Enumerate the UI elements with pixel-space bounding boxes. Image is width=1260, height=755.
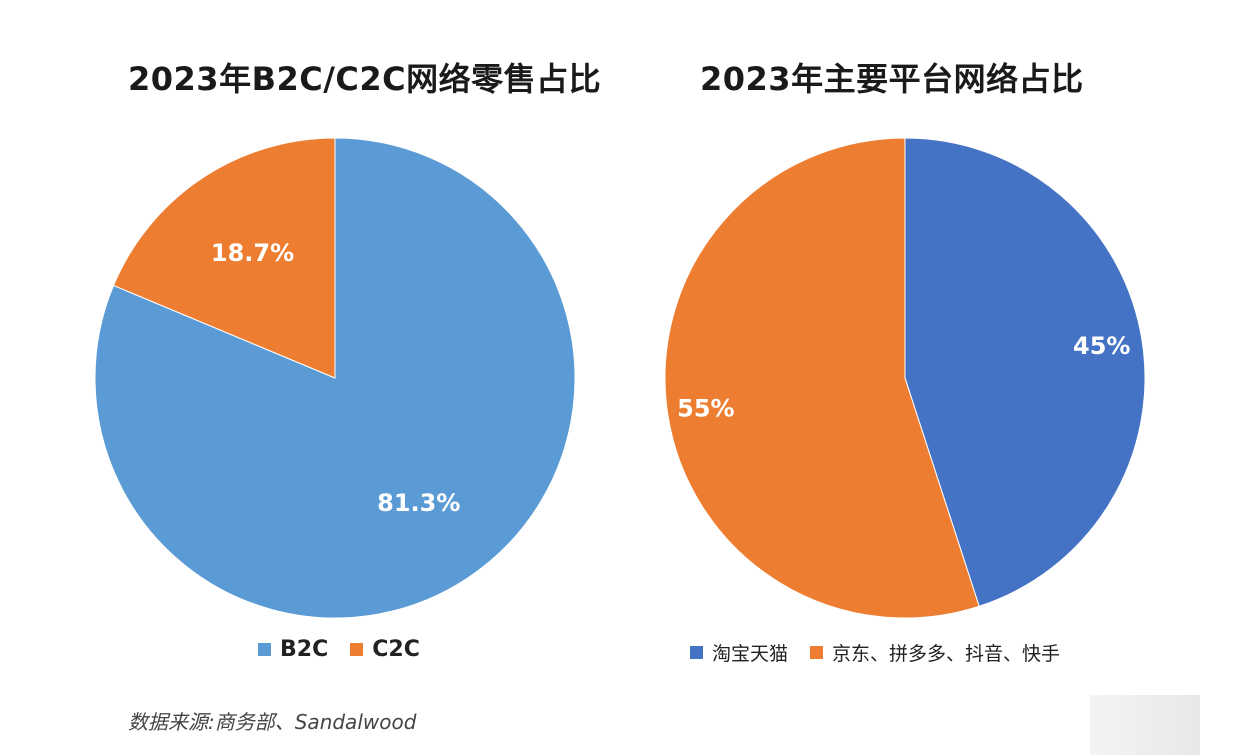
legend-swatch-b2c: [258, 643, 271, 656]
corner-shade: [1090, 695, 1200, 755]
legend-right: 淘宝天猫 京东、拼多多、抖音、快手: [690, 639, 1082, 666]
source-note: 数据来源:商务部、Sandalwood: [128, 710, 417, 734]
pie-chart-left: 81.3% 18.7%: [94, 137, 576, 619]
legend-label-b2c: B2C: [280, 637, 329, 662]
legend-swatch-other-platforms: [810, 646, 824, 659]
slice-label-c2c: 18.7%: [211, 239, 294, 267]
slice-label-b2c: 81.3%: [377, 489, 460, 517]
legend-label-taobao-tmall: 淘宝天猫: [712, 643, 789, 665]
slice-other-platforms: [664, 137, 980, 619]
pie-chart-right: 45% 55%: [664, 137, 1146, 619]
legend-swatch-c2c: [350, 643, 364, 656]
slice-label-other-platforms: 55%: [677, 395, 734, 423]
slice-taobao-tmall: [904, 137, 1146, 607]
legend-swatch-taobao-tmall: [690, 646, 703, 659]
slice-c2c: [112, 137, 336, 379]
slice-label-taobao-tmall: 45%: [1073, 332, 1130, 360]
legend-label-other-platforms: 京东、拼多多、抖音、快手: [832, 643, 1061, 665]
chart-title-left: 2023年B2C/C2C网络零售占比: [128, 60, 602, 98]
legend-item-other-platforms: 京东、拼多多、抖音、快手: [810, 639, 1060, 666]
legend-item-b2c: B2C: [258, 637, 328, 662]
legend-left: B2C C2C: [258, 637, 442, 662]
legend-item-c2c: C2C: [350, 637, 420, 662]
chart-title-right: 2023年主要平台网络占比: [700, 60, 1084, 98]
legend-item-taobao-tmall: 淘宝天猫: [690, 639, 788, 666]
legend-label-c2c: C2C: [372, 637, 420, 662]
